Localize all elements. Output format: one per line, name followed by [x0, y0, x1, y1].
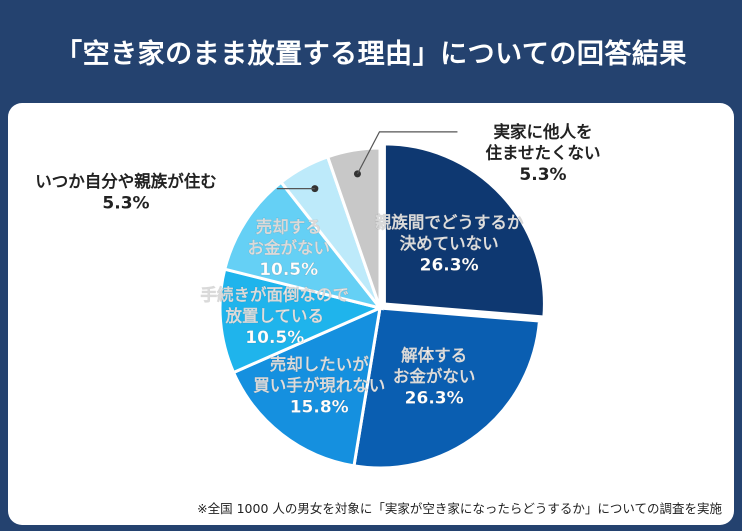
- slice-label-3: 買い手が現れない: [253, 375, 385, 395]
- slice-value-label-4: 10.5%: [245, 328, 304, 348]
- slice-label-5: 売却する: [256, 216, 322, 236]
- page-title: 「空き家のまま放置する理由」についての回答結果: [55, 39, 687, 70]
- slice-value-label-1: 26.3%: [420, 255, 479, 275]
- slice-value-label-3: 15.8%: [290, 397, 349, 417]
- slice-label-5: お金がない: [247, 237, 330, 257]
- header-bar: 「空き家のまま放置する理由」についての回答結果: [0, 0, 742, 103]
- pie-slice-4: [218, 267, 385, 375]
- chart-card: 親族間でどうするか 決めていない 26.3% 解体する お金がない 26.3% 売却したいが…: [8, 103, 734, 525]
- slice-label-2: 解体する: [401, 345, 467, 365]
- slice-label-7: 実家に他人を: [494, 122, 593, 142]
- slice-value-label-7: 5.3%: [519, 165, 566, 185]
- slice-value-label-6: 5.3%: [102, 194, 149, 214]
- slice-label-2: お金がない: [393, 366, 476, 386]
- slice-label-1: 決めていない: [400, 233, 499, 253]
- pie-slice-7: [325, 146, 382, 309]
- slice-label-4: 放置している: [225, 305, 325, 325]
- pie-slice-5: [222, 180, 384, 311]
- pie-slice-3: [231, 305, 382, 468]
- slice-label-3: 売却したいが: [270, 354, 370, 374]
- slice-label-6: いつか自分や親族が住む: [35, 171, 217, 191]
- callout-line-7: [356, 131, 458, 175]
- slice-label-4: 手続きが面倒なので: [201, 284, 350, 304]
- slice-value-label-5: 10.5%: [259, 260, 318, 280]
- pie-slice-2: [352, 306, 542, 470]
- pie-slice-1: [382, 142, 546, 319]
- pie-chart: 親族間でどうするか決めていない26.3%解体するお金がない26.3%売却したいが…: [35, 122, 601, 470]
- slice-label-1: 親族間でどうするか: [375, 212, 524, 232]
- footnote: ※全国 1000 人の男女を対象に「実家が空き家になったらどうするか」についての…: [197, 501, 722, 516]
- slice-value-label-2: 26.3%: [405, 388, 464, 408]
- slice-label-7: 住ませたくない: [485, 143, 600, 163]
